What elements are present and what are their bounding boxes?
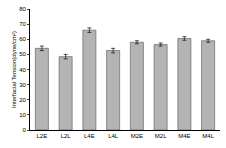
svg-text:0: 0 bbox=[23, 127, 27, 133]
svg-text:30: 30 bbox=[19, 82, 26, 88]
svg-text:20: 20 bbox=[19, 97, 26, 103]
svg-text:70: 70 bbox=[19, 21, 26, 27]
svg-text:M4E: M4E bbox=[178, 133, 190, 139]
svg-text:Interfacial Tension(dyne/cm²): Interfacial Tension(dyne/cm²) bbox=[11, 31, 17, 108]
svg-text:50: 50 bbox=[19, 51, 26, 57]
svg-text:M2L: M2L bbox=[155, 133, 167, 139]
svg-text:80: 80 bbox=[19, 6, 26, 12]
svg-text:L2E: L2E bbox=[37, 133, 48, 139]
svg-text:10: 10 bbox=[19, 112, 26, 118]
svg-text:40: 40 bbox=[19, 67, 26, 73]
svg-text:60: 60 bbox=[19, 36, 26, 42]
svg-text:M4L: M4L bbox=[202, 133, 214, 139]
svg-text:L4E: L4E bbox=[84, 133, 95, 139]
svg-text:L4L: L4L bbox=[108, 133, 119, 139]
svg-text:M2E: M2E bbox=[131, 133, 143, 139]
svg-text:L2L: L2L bbox=[61, 133, 72, 139]
